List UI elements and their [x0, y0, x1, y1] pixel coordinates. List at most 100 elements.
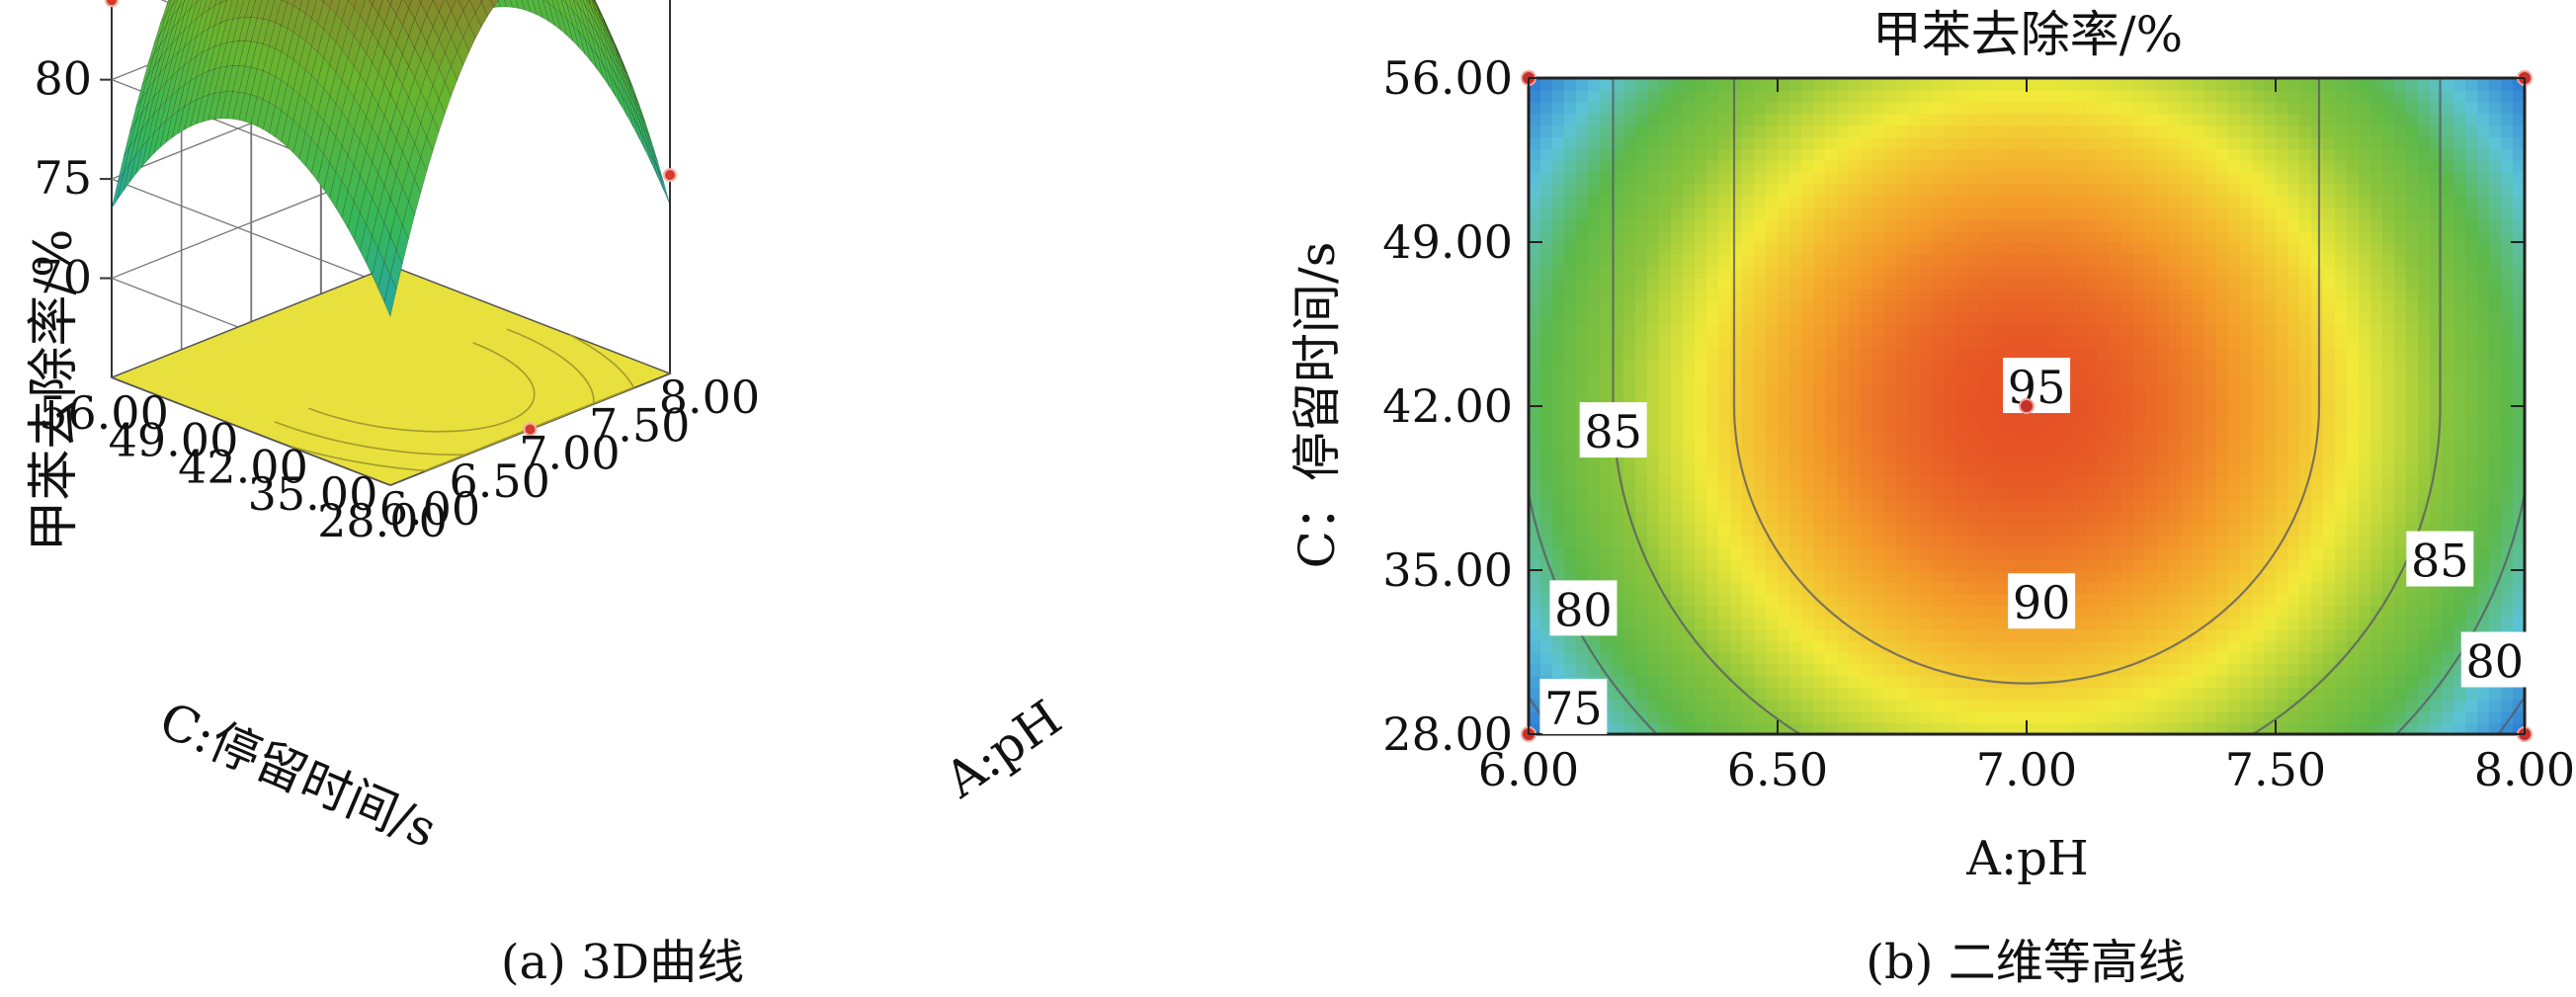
contour-cell: [1766, 253, 1779, 267]
contour-cell: [1778, 195, 1790, 208]
contour-cell: [1979, 324, 1992, 337]
contour-cell: [1730, 476, 1743, 489]
contour-cell: [1896, 230, 1909, 243]
contour-cell: [1884, 324, 1897, 337]
contour-cell: [1991, 171, 2004, 185]
contour-cell: [1920, 230, 1933, 243]
contour-cell: [1766, 160, 1779, 173]
contour-cell: [2110, 89, 2122, 103]
contour-cell: [1813, 722, 1826, 734]
contour-cell: [1861, 335, 1873, 349]
contour-cell: [1861, 101, 1873, 115]
contour-cell: [1884, 335, 1897, 349]
contour-cell: [2027, 300, 2039, 313]
contour-cell: [1671, 324, 1684, 337]
contour-cell: [1706, 171, 1719, 185]
contour-cell: [1861, 230, 1873, 243]
contour-cell: [1920, 535, 1933, 548]
contour-cell: [1825, 277, 1838, 291]
contour-cell: [1991, 617, 2004, 630]
contour-cell: [2110, 511, 2122, 525]
contour-cell: [1754, 546, 1767, 559]
contour-cell: [1991, 699, 2004, 712]
contour-cell: [1529, 218, 1541, 231]
contour-cell: [2074, 535, 2087, 548]
contour-cell: [2027, 253, 2039, 267]
contour-cell: [1612, 207, 1624, 220]
contour-cell: [1623, 289, 1636, 302]
contour-cell: [2074, 78, 2087, 91]
contour-cell: [2050, 429, 2063, 443]
contour-cell: [1695, 183, 1707, 197]
contour-cell: [1671, 242, 1684, 255]
contour-cell: [1920, 558, 1933, 571]
contour-cell: [2003, 429, 2016, 443]
contour-cell: [2038, 710, 2051, 723]
contour-cell: [1635, 113, 1648, 126]
contour-cell: [1967, 253, 1980, 267]
contour-cell: [1872, 289, 1885, 302]
contour-cell: [1730, 699, 1743, 712]
contour-cell: [1600, 546, 1613, 559]
contour-cell: [1671, 253, 1684, 267]
contour-cell: [1801, 265, 1814, 279]
contour-cell: [1932, 195, 1945, 208]
contour-cell: [1706, 652, 1719, 665]
contour-cell: [2027, 113, 2039, 126]
surface-facet: [166, 0, 171, 6]
contour-cell: [1529, 558, 1541, 571]
contour-cell: [1671, 476, 1684, 489]
contour-cell: [1991, 558, 2004, 571]
contour-cell: [1979, 558, 1992, 571]
contour-cell: [1908, 406, 1921, 419]
contour-cell: [1754, 605, 1767, 619]
contour-cell: [1588, 195, 1601, 208]
contour-cell: [1825, 230, 1838, 243]
contour-cell: [2003, 499, 2016, 513]
contour-cell: [1576, 652, 1589, 665]
contour-cell: [1742, 347, 1755, 361]
contour-cell: [1861, 253, 1873, 267]
contour-cell: [2050, 535, 2063, 548]
contour-cell: [1706, 78, 1719, 91]
contour-cell: [1979, 89, 1992, 103]
contour-cell: [1884, 89, 1897, 103]
contour-cell: [1718, 160, 1731, 173]
contour-cell: [1849, 312, 1862, 325]
contour-cell: [2121, 675, 2134, 689]
contour-cell: [1979, 488, 1992, 501]
contour-cell: [1706, 488, 1719, 501]
contour-cell: [1849, 207, 1862, 220]
contour-cell: [1742, 535, 1755, 548]
contour-cell: [2015, 417, 2028, 431]
contour-cell: [1837, 160, 1850, 173]
contour-cell: [1896, 207, 1909, 220]
contour-cell: [2050, 312, 2063, 325]
contour-cell: [1623, 160, 1636, 173]
contour-cell: [1588, 488, 1601, 501]
contour-cell: [1872, 253, 1885, 267]
contour-cell: [1849, 687, 1862, 701]
contour-cell: [1837, 382, 1850, 395]
surface-facet: [418, 0, 423, 4]
contour-cell: [1683, 511, 1696, 525]
contour-cell: [1730, 148, 1743, 161]
contour-cell: [1825, 195, 1838, 208]
contour-cell: [1754, 382, 1767, 395]
contour-cell: [1706, 406, 1719, 419]
contour-cell: [1861, 687, 1873, 701]
contour-cell: [1766, 617, 1779, 630]
surface-facet: [354, 0, 366, 17]
contour-cell: [1766, 183, 1779, 197]
contour-cell: [1991, 546, 2004, 559]
contour-cell: [1849, 183, 1862, 197]
contour-cell: [1789, 289, 1802, 302]
surface-facet: [481, 0, 494, 18]
surface-facet: [311, 0, 324, 25]
surface-facet: [213, 0, 222, 7]
contour-cell: [1884, 406, 1897, 419]
contour-cell: [1861, 617, 1873, 630]
contour-cell: [1967, 277, 1980, 291]
contour-cell: [1837, 406, 1850, 419]
contour-cell: [1576, 546, 1589, 559]
